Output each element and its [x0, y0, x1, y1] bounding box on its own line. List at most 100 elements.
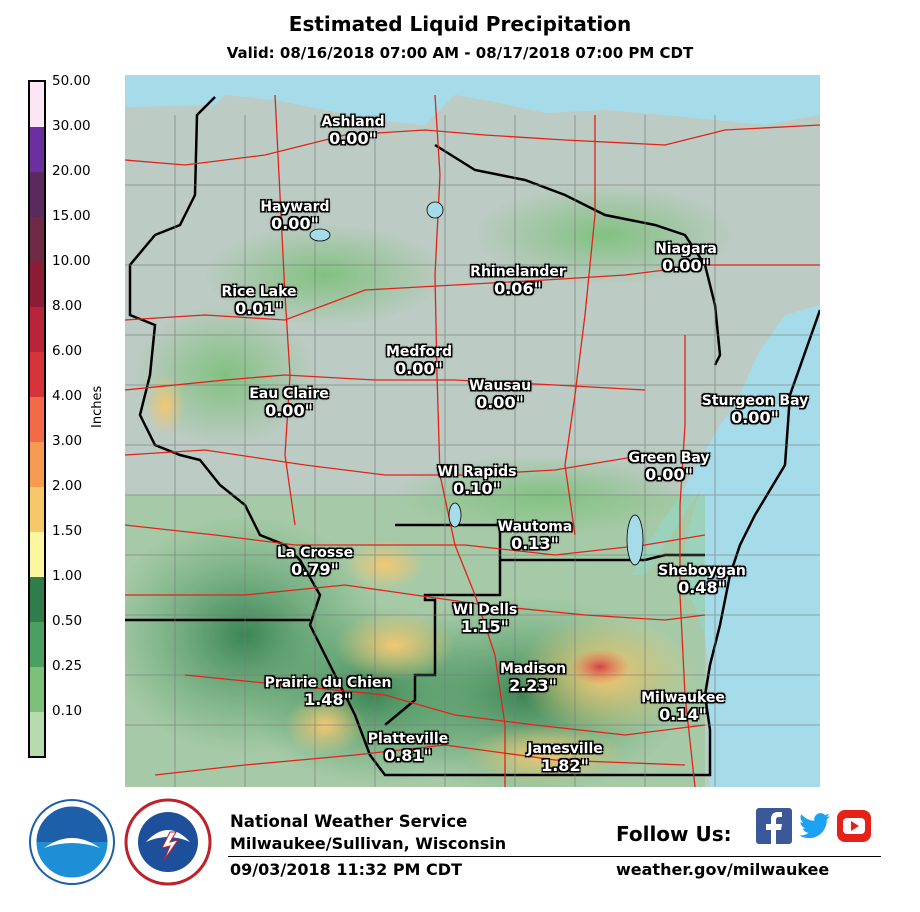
office-name: Milwaukee/Sullivan, Wisconsin — [230, 834, 507, 853]
city-value: 0.00" — [271, 214, 319, 233]
city-value: 0.00" — [329, 129, 377, 148]
city-name: Wautoma — [497, 519, 573, 535]
facebook-icon[interactable] — [756, 808, 792, 844]
legend-band — [30, 487, 44, 532]
map-subtitle: Valid: 08/16/2018 07:00 AM - 08/17/2018 … — [226, 44, 694, 62]
inland-lake — [448, 502, 462, 528]
legend-tick: 50.00 — [52, 73, 91, 89]
highways — [125, 94, 820, 787]
legend-tick: 0.10 — [52, 703, 83, 719]
legend-tick: 1.00 — [52, 568, 83, 584]
legend-band — [30, 532, 44, 577]
city-label: Platteville 0.81" — [355, 731, 461, 765]
city-label: Ashland 0.00" — [300, 115, 406, 148]
precipitation-legend — [28, 80, 46, 758]
legend-tick: 2.00 — [52, 478, 83, 494]
footer-divider — [228, 856, 881, 857]
nws-logo — [124, 798, 212, 886]
county-lines — [125, 115, 820, 787]
city-label: Janesville 1.82" — [512, 741, 618, 775]
upper-peninsula-border — [434, 143, 722, 366]
follow-us-label: Follow Us: — [616, 822, 732, 846]
city-label: Sturgeon Bay 0.00" — [690, 393, 820, 427]
legend-band — [30, 127, 44, 172]
city-name: Sheboygan — [658, 563, 746, 579]
city-name: Milwaukee — [641, 690, 725, 706]
lake-winnebago — [626, 514, 644, 566]
legend-band — [30, 667, 44, 712]
legend-band — [30, 622, 44, 667]
legend-tick: 0.50 — [52, 613, 83, 629]
city-name: Hayward — [260, 199, 330, 215]
city-value: 0.00" — [645, 465, 693, 484]
legend-tick: 30.00 — [52, 118, 91, 134]
legend-band — [30, 352, 44, 397]
city-value: 1.82" — [541, 756, 589, 775]
issue-timestamp: 09/03/2018 11:32 PM CDT — [230, 860, 462, 879]
legend-tick: 6.00 — [52, 343, 83, 359]
lake-michigan — [685, 305, 820, 787]
city-value: 0.00" — [476, 393, 524, 412]
inland-lake — [309, 228, 331, 242]
youtube-icon[interactable] — [836, 808, 872, 844]
legend-axis-label: Inches — [90, 385, 105, 428]
city-label: Eau Claire 0.00" — [234, 387, 344, 420]
city-name: Green Bay — [628, 450, 710, 466]
city-label: La Crosse 0.79" — [262, 545, 368, 579]
city-name: Sturgeon Bay — [701, 393, 809, 409]
legend-tick: 3.00 — [52, 433, 83, 449]
legend-band — [30, 442, 44, 487]
city-value: 2.23" — [509, 676, 557, 695]
city-value: 0.00" — [731, 408, 779, 427]
legend-tick: 10.00 — [52, 253, 91, 269]
city-label: Prairie du Chien 1.48" — [253, 675, 403, 709]
legend-band — [30, 172, 44, 217]
city-label: WI Rapids 0.10" — [424, 464, 530, 498]
city-label: Niagara 0.00" — [633, 241, 739, 275]
inland-lake — [426, 201, 444, 219]
legend-band — [30, 307, 44, 352]
city-name: La Crosse — [276, 545, 354, 561]
city-label: Rhinelander 0.06" — [450, 264, 586, 298]
city-value: 0.48" — [678, 578, 726, 597]
city-value: 0.10" — [453, 479, 501, 498]
city-value: 0.00" — [662, 256, 710, 275]
city-label: Green Bay 0.00" — [616, 450, 722, 484]
city-value: 1.48" — [304, 690, 352, 709]
city-name: Janesville — [527, 741, 603, 757]
city-label: Wautoma 0.13" — [482, 519, 588, 553]
legend-band — [30, 712, 44, 756]
city-label: Wausau 0.00" — [447, 378, 553, 412]
city-name: WI Rapids — [437, 464, 517, 480]
website-link[interactable]: weather.gov/milwaukee — [616, 860, 830, 879]
city-name: Platteville — [367, 731, 449, 747]
city-name: Wausau — [468, 378, 532, 394]
city-value: 0.00" — [395, 359, 443, 378]
twitter-icon[interactable] — [796, 808, 832, 844]
legend-band — [30, 262, 44, 307]
legend-band — [30, 577, 44, 622]
city-value: 0.06" — [494, 279, 542, 298]
precipitation-map — [125, 75, 820, 787]
legend-band — [30, 82, 44, 127]
legend-band — [30, 397, 44, 442]
city-value: 0.81" — [384, 746, 432, 765]
legend-tick: 4.00 — [52, 388, 83, 404]
city-label: WI Dells 1.15" — [432, 602, 538, 636]
city-label: Hayward 0.00" — [242, 199, 348, 233]
legend-tick: 1.50 — [52, 523, 83, 539]
city-name: Prairie du Chien — [264, 675, 392, 691]
state-border — [128, 96, 820, 777]
noaa-logo — [29, 799, 115, 885]
city-name: Madison — [499, 661, 567, 677]
city-label: Medford 0.00" — [366, 345, 472, 378]
city-name: Niagara — [655, 241, 717, 257]
organization-name: National Weather Service — [230, 812, 468, 831]
legend-tick: 0.25 — [52, 658, 83, 674]
city-value: 0.79" — [291, 560, 339, 579]
city-name: Rhinelander — [470, 264, 566, 280]
city-name: WI Dells — [452, 602, 518, 618]
legend-tick: 8.00 — [52, 298, 83, 314]
city-name: Rice Lake — [221, 284, 297, 300]
legend-band — [30, 217, 44, 262]
